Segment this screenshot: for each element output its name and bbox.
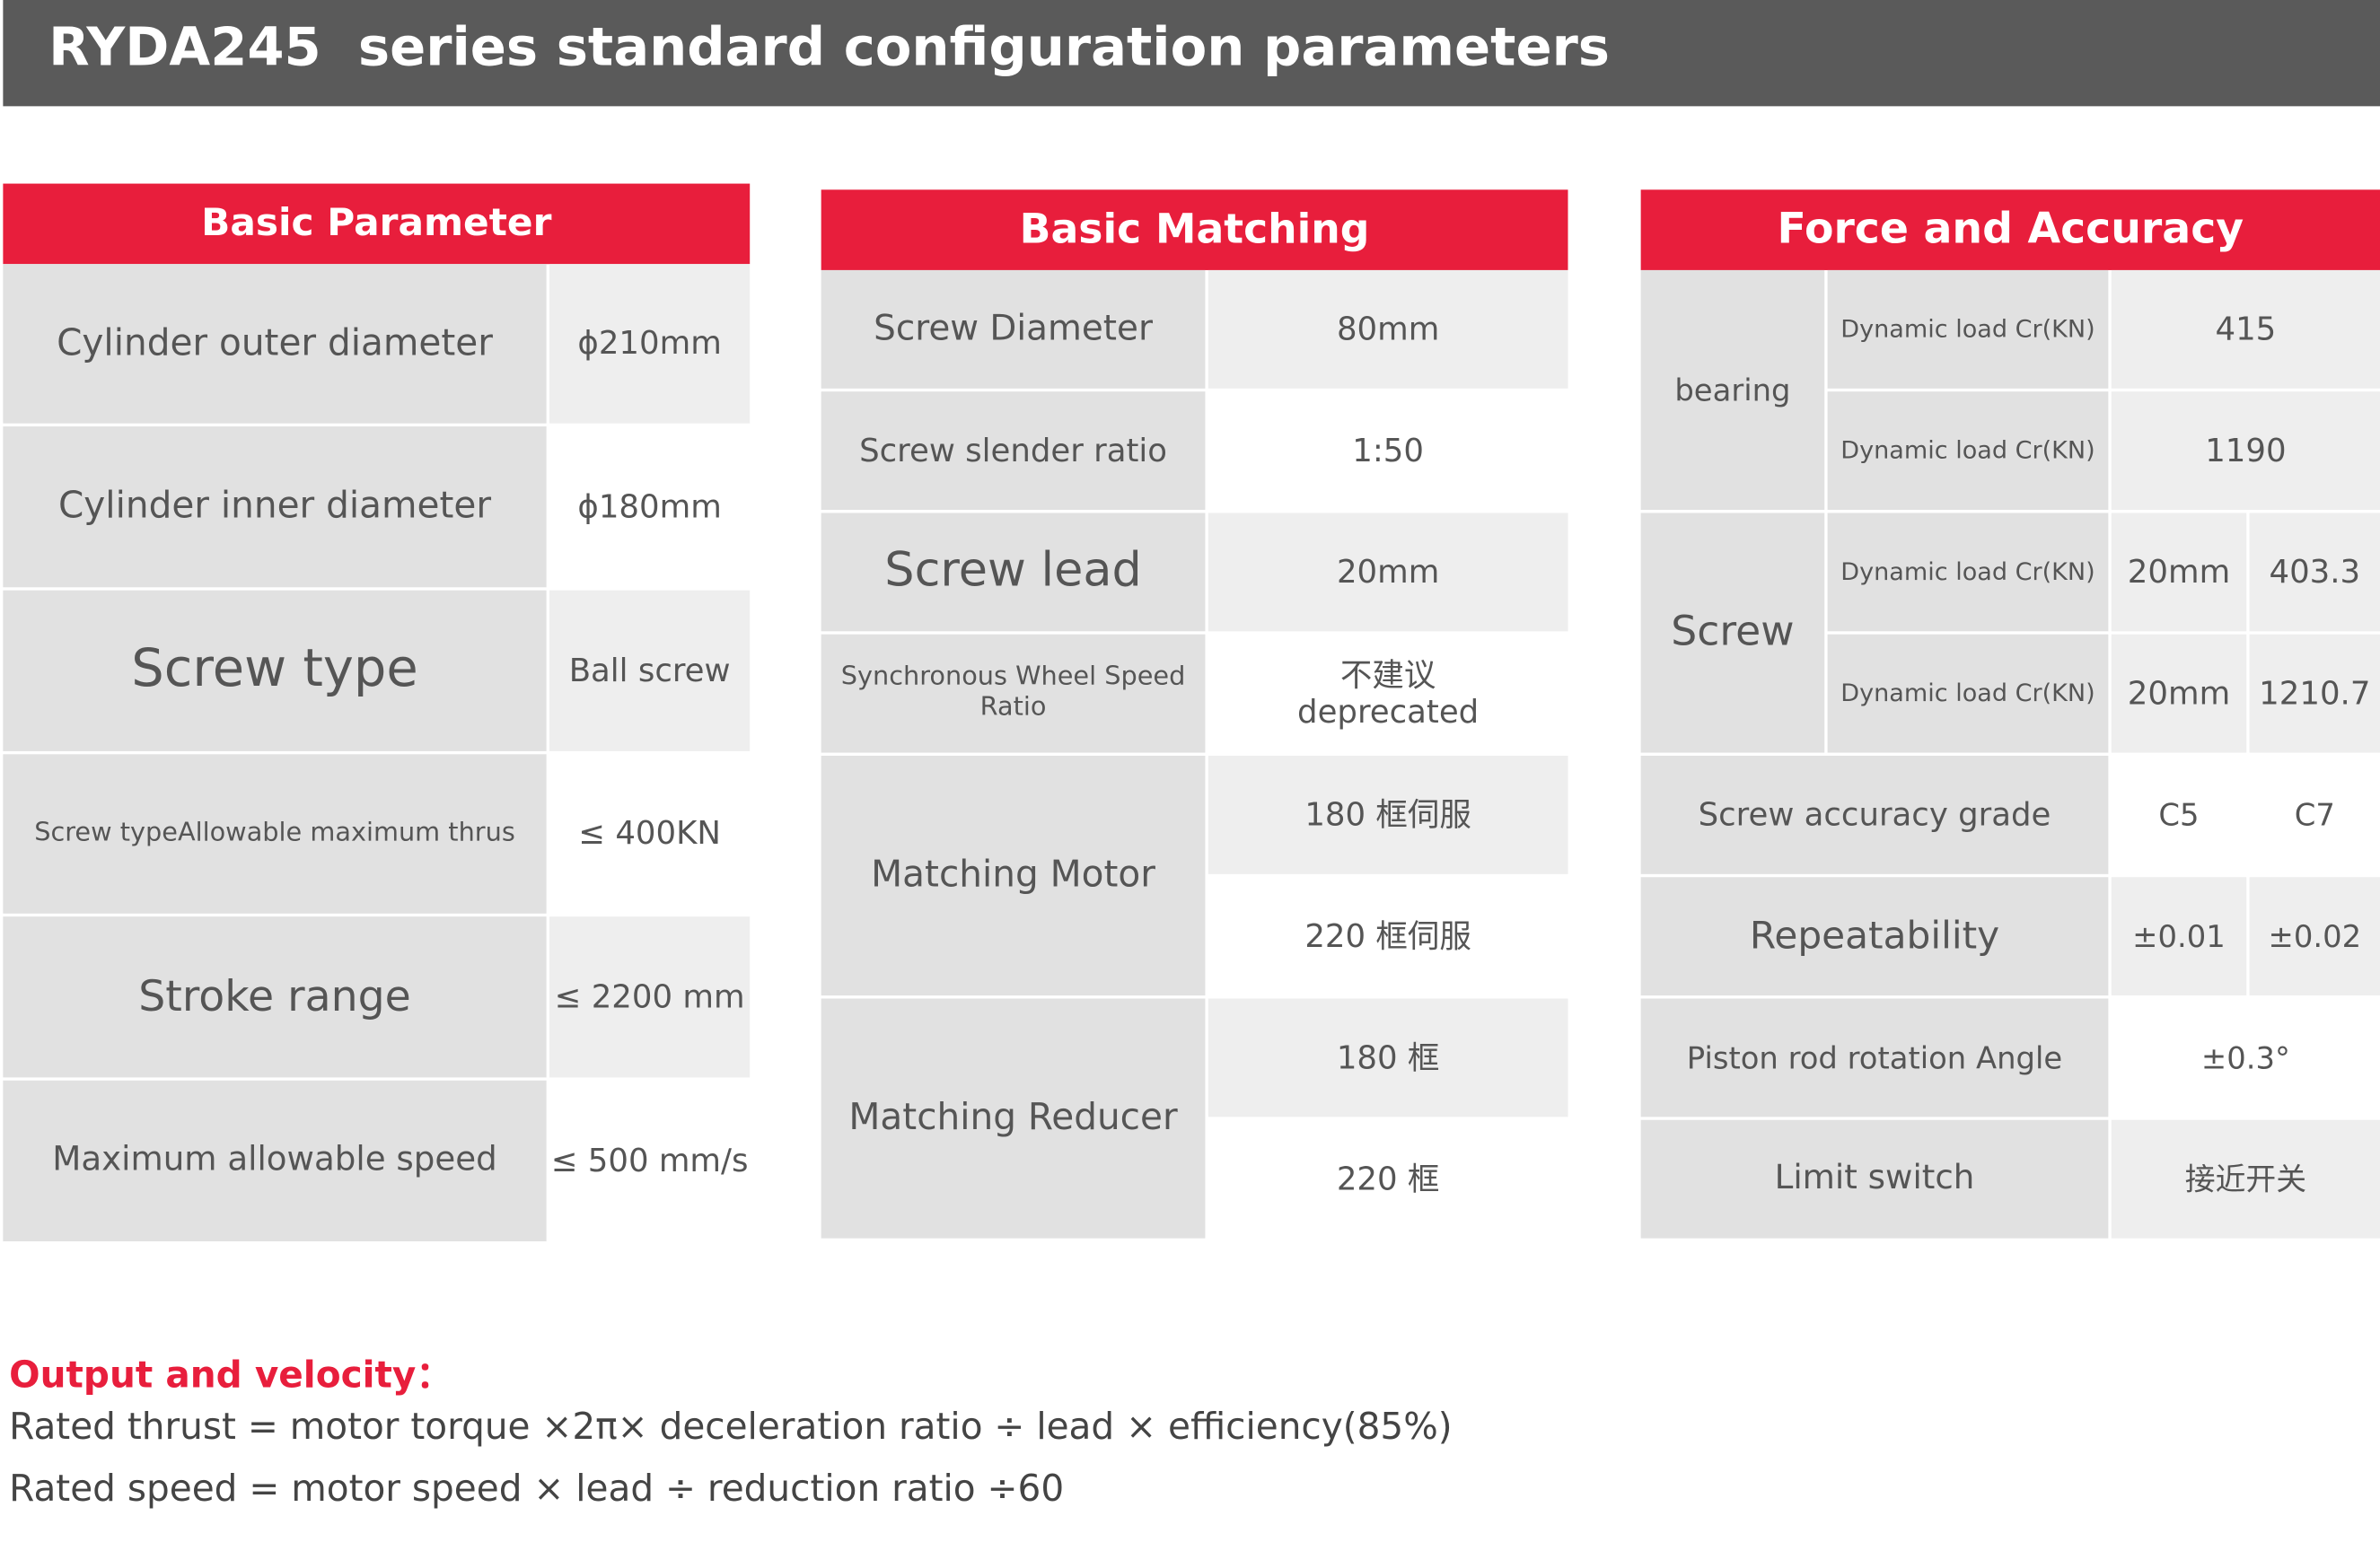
param-value: ±0.01 — [2111, 877, 2247, 996]
sub-label: Dynamic load Cr(KN) — [1827, 391, 2109, 511]
table-header: Basic Parameter — [3, 183, 751, 265]
param-value: 415 — [2111, 269, 2380, 389]
param-value: ≤ 2200 mm — [549, 916, 751, 1078]
param-label: Limit switch — [1640, 1119, 2109, 1239]
param-label: Screw Diameter — [821, 269, 1206, 389]
param-label: Screw lead — [821, 513, 1206, 632]
param-value: C5 — [2111, 755, 2247, 874]
page-title: RYDA245 series standard configuration pa… — [48, 18, 1611, 79]
param-value: 180 框 — [1208, 998, 1568, 1117]
param-value: 220 框 — [1208, 1119, 1568, 1239]
param-value: 接近开关 — [2111, 1119, 2380, 1239]
param-label: Synchronous Wheel Speed Ratio — [821, 634, 1206, 753]
param-label: Screw accuracy grade — [1640, 755, 2109, 874]
param-value: ±0.3° — [2111, 998, 2380, 1117]
param-value: 80mm — [1208, 269, 1568, 389]
param-label: Piston rod rotation Angle — [1640, 998, 2109, 1117]
footer-line: Rated thrust = motor torque ×2π× deceler… — [9, 1405, 1453, 1448]
param-value: ≤ 400KN — [549, 754, 751, 914]
param-label: Screw slender ratio — [821, 391, 1206, 511]
param-value: 403.3 — [2249, 513, 2380, 632]
param-value: C7 — [2249, 755, 2380, 874]
param-label: Cylinder inner diameter — [3, 426, 547, 588]
param-label: Screw typeAllowable maximum thrus — [3, 754, 547, 914]
group-label: bearing — [1640, 269, 1825, 511]
param-value: 1190 — [2111, 391, 2380, 511]
param-value: 1210.7 — [2249, 634, 2380, 753]
param-label: Screw type — [3, 590, 547, 751]
param-label: Matching Reducer — [821, 998, 1206, 1239]
table-header: Force and Accuracy — [1640, 189, 2380, 270]
param-label: Repeatability — [1640, 877, 2109, 996]
param-value: ±0.02 — [2249, 877, 2380, 996]
param-value: 20mm — [1208, 513, 1568, 632]
sub-label: Dynamic load Cr(KN) — [1827, 513, 2109, 632]
param-value: ϕ180mm — [549, 426, 751, 588]
param-label: Matching Motor — [821, 755, 1206, 996]
param-value: 20mm — [2111, 634, 2247, 753]
param-value: 1:50 — [1208, 391, 1568, 511]
param-value: 20mm — [2111, 513, 2247, 632]
param-value: 不建议 deprecated — [1208, 634, 1568, 753]
param-label: Stroke range — [3, 916, 547, 1078]
param-value: ≤ 500 mm/s — [549, 1080, 751, 1241]
footer-line: Rated speed = motor speed × lead ÷ reduc… — [9, 1467, 1065, 1511]
footer-title: Output and velocity： — [9, 1354, 452, 1397]
param-label: Cylinder outer diameter — [3, 264, 547, 424]
sub-label: Dynamic load Cr(KN) — [1827, 634, 2109, 753]
param-value: 220 框伺服 — [1208, 877, 1568, 996]
group-label: Screw — [1640, 513, 1825, 753]
sub-label: Dynamic load Cr(KN) — [1827, 269, 2109, 389]
table-header: Basic Matching — [821, 189, 1568, 270]
param-label: Maximum allowable speed — [3, 1080, 547, 1241]
param-value: Ball screw — [549, 590, 751, 751]
param-value: 180 框伺服 — [1208, 755, 1568, 874]
title-bar — [3, 0, 2380, 107]
param-value: ϕ210mm — [549, 264, 751, 424]
